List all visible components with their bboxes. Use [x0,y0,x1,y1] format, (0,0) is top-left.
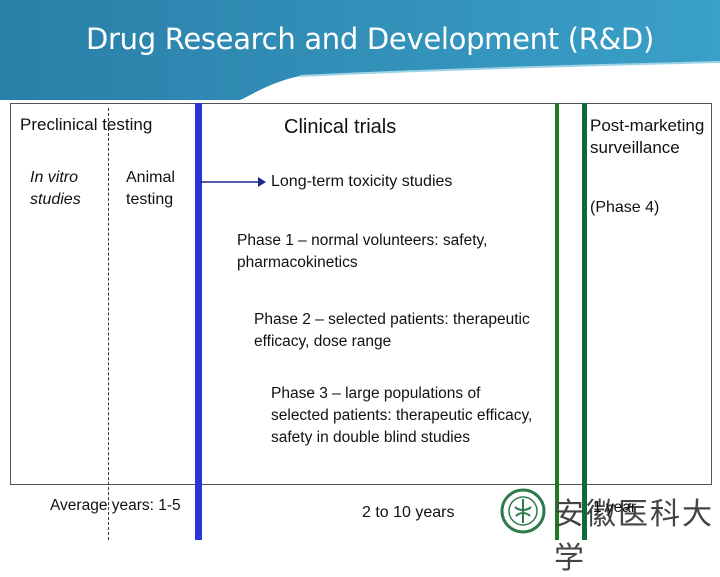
blue-timeline-bar [195,103,202,540]
university-logo-text: 安徽医科大学 [554,497,714,576]
phase3-text: Phase 3 – large populations of selected … [271,385,533,446]
phase1-text: Phase 1 – normal volunteers: safety, pha… [237,232,488,271]
clinical-years-label: 2 to 10 years [362,504,455,521]
postmarketing-heading: Post-marketing surveillance [590,116,705,157]
preclinical-divider [108,108,109,540]
in-vitro-label: In vitro studies [30,169,81,208]
arrow-icon [200,177,266,187]
header-banner [0,0,720,100]
teal-timeline-bar [582,103,587,540]
post-years-label: 1 year [593,499,637,516]
animal-testing-label: Animal testing [126,169,175,208]
phase2-text: Phase 2 – selected patients: therapeutic… [254,311,530,350]
clinical-heading: Clinical trials [284,116,397,138]
phase4-label: (Phase 4) [590,199,660,216]
content-frame [10,103,712,485]
slide-title: Drug Research and Development (R&D) [86,22,654,56]
university-seal-icon [500,488,546,534]
green-timeline-bar [555,103,559,540]
preclinical-heading: Preclinical testing [20,115,153,134]
average-years-label: Average years: 1-5 [50,497,181,514]
long-term-toxicity-label: Long-term toxicity studies [271,173,453,190]
